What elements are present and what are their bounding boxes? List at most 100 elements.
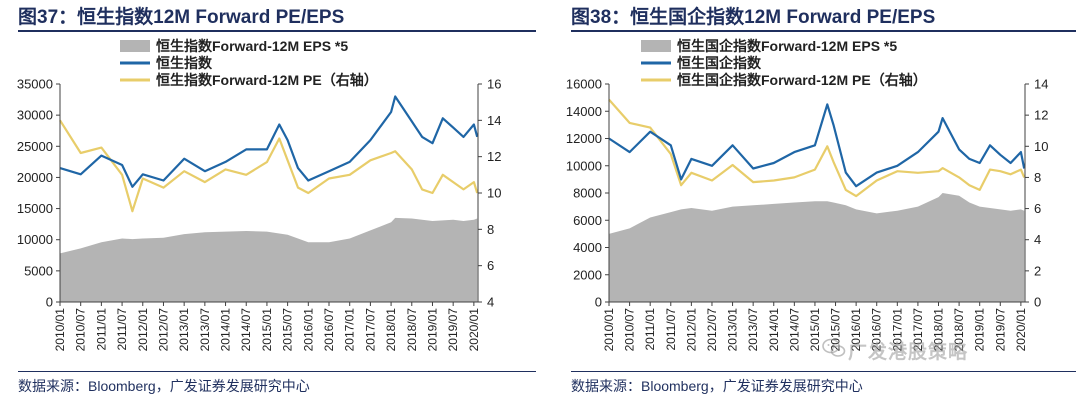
legend-label: 恒生指数Forward-12M EPS *5 xyxy=(156,38,348,54)
x-tick-label: 2015/07 xyxy=(829,308,843,352)
y-right-tick-label: 12 xyxy=(1034,108,1048,123)
series-pe-line xyxy=(59,119,479,213)
x-tick-label: 2011/07 xyxy=(115,308,129,351)
y-right-tick-label: 10 xyxy=(487,186,501,201)
x-tick-label: 2015/07 xyxy=(281,308,295,352)
series-eps-area xyxy=(609,193,1025,302)
legend-label: 恒生国企指数 xyxy=(677,55,762,71)
y-left-tick-label: 0 xyxy=(595,295,602,310)
y-right-tick-label: 10 xyxy=(1034,139,1048,154)
x-tick-label: 2020/01 xyxy=(1014,308,1028,352)
source-divider xyxy=(18,371,536,372)
x-tick-label: 2019/01 xyxy=(425,308,439,352)
y-left-tick-label: 14000 xyxy=(566,104,602,119)
y-right-tick-label: 4 xyxy=(487,295,494,310)
x-tick-label: 2010/07 xyxy=(74,308,88,352)
legend-entry: 恒生国企指数 xyxy=(641,55,762,71)
x-tick-label: 2011/01 xyxy=(643,308,657,351)
x-tick-label: 2014/07 xyxy=(787,308,801,352)
y-left-tick-label: 15000 xyxy=(17,201,53,216)
x-tick-label: 2013/07 xyxy=(746,308,760,352)
x-tick-label: 2017/07 xyxy=(911,308,925,352)
legend-label: 恒生指数 xyxy=(156,55,213,71)
legend-label: 恒生国企指数Forward-12M EPS *5 xyxy=(677,38,897,54)
y-right-tick-label: 14 xyxy=(1034,77,1048,92)
y-left-tick-label: 35000 xyxy=(17,77,53,92)
y-right-tick-label: 12 xyxy=(487,149,501,164)
source-note: 数据来源：Bloomberg，广发证券发展研究中心 xyxy=(18,378,310,394)
y-right-tick-label: 14 xyxy=(487,113,501,128)
x-tick-label: 2017/01 xyxy=(343,308,357,352)
x-tick-label: 2012/07 xyxy=(156,308,170,352)
x-tick-label: 2014/01 xyxy=(219,308,233,352)
y-right-tick-label: 8 xyxy=(487,222,494,237)
x-tick-label: 2016/01 xyxy=(849,308,863,352)
x-tick-label: 2018/07 xyxy=(405,308,419,352)
x-tick-label: 2018/01 xyxy=(384,308,398,352)
chart-title: 图38：恒生国企指数12M Forward PE/EPS xyxy=(571,7,936,28)
y-left-tick-label: 20000 xyxy=(17,170,53,185)
x-tick-label: 2011/01 xyxy=(94,308,108,351)
x-tick-label: 2011/07 xyxy=(664,308,678,351)
legend-swatch xyxy=(641,40,671,52)
x-tick-label: 2019/07 xyxy=(993,308,1007,352)
y-right-tick-label: 6 xyxy=(1034,201,1041,216)
x-tick-label: 2019/07 xyxy=(446,308,460,352)
source-divider xyxy=(571,371,1076,372)
x-tick-label: 2012/01 xyxy=(136,308,150,352)
y-left-tick-label: 30000 xyxy=(17,108,53,123)
wechat-icon xyxy=(822,338,846,357)
y-left-tick-label: 2000 xyxy=(573,267,602,282)
legend-entry: 恒生国企指数Forward-12M EPS *5 xyxy=(641,38,897,54)
y-left-tick-label: 16000 xyxy=(566,77,602,92)
y-left-tick-label: 0 xyxy=(46,295,53,310)
y-left-tick-label: 25000 xyxy=(17,139,53,154)
y-left-tick-label: 5000 xyxy=(24,263,53,278)
x-tick-label: 2017/07 xyxy=(363,308,377,352)
chart-hsi-pe-eps: 恒生指数Forward-12M EPS *5恒生指数恒生指数Forward-12… xyxy=(17,38,502,352)
x-tick-label: 2018/07 xyxy=(952,308,966,352)
x-tick-label: 2014/07 xyxy=(239,308,253,352)
source-note: 数据来源：Bloomberg，广发证券发展研究中心 xyxy=(571,378,863,394)
x-tick-label: 2018/01 xyxy=(932,308,946,352)
legend-entry: 恒生指数Forward-12M PE（右轴） xyxy=(120,72,378,88)
series-eps-area xyxy=(60,217,478,302)
legend-label: 恒生指数Forward-12M PE（右轴） xyxy=(156,72,378,88)
x-tick-label: 2013/01 xyxy=(177,308,191,352)
title-divider xyxy=(571,30,1076,32)
legend-swatch xyxy=(120,40,150,52)
x-tick-label: 2020/01 xyxy=(467,308,481,352)
watermark: 广发港股策略 xyxy=(848,342,969,363)
y-right-tick-label: 6 xyxy=(487,258,494,273)
chart-panel-left: 图37：恒生指数12M Forward PE/EPS 恒生指数Forward-1… xyxy=(17,7,536,394)
y-left-tick-label: 10000 xyxy=(17,232,53,247)
chart-title: 图37：恒生指数12M Forward PE/EPS xyxy=(18,7,345,28)
x-tick-label: 2015/01 xyxy=(260,308,274,352)
x-tick-label: 2019/01 xyxy=(973,308,987,352)
x-tick-label: 2014/01 xyxy=(767,308,781,352)
chart-panel-right: 图38：恒生国企指数12M Forward PE/EPS 恒生国企指数Forwa… xyxy=(553,0,1080,403)
y-left-tick-label: 6000 xyxy=(573,213,602,228)
legend-entry: 恒生指数Forward-12M EPS *5 xyxy=(120,38,348,54)
x-tick-label: 2016/01 xyxy=(301,308,315,352)
y-left-tick-label: 8000 xyxy=(573,186,602,201)
x-tick-label: 2016/07 xyxy=(322,308,336,352)
series-index-line xyxy=(608,103,1026,188)
series-index-line xyxy=(59,95,479,188)
y-left-tick-label: 12000 xyxy=(566,131,602,146)
y-right-tick-label: 4 xyxy=(1034,232,1041,247)
x-tick-label: 2013/01 xyxy=(726,308,740,352)
chart-hscei-pe-eps: 恒生国企指数Forward-12M EPS *5恒生国企指数恒生国企指数Forw… xyxy=(566,38,1049,352)
y-right-tick-label: 16 xyxy=(487,77,501,92)
y-left-tick-label: 4000 xyxy=(573,240,602,255)
x-tick-label: 2013/07 xyxy=(198,308,212,352)
x-tick-label: 2010/07 xyxy=(623,308,637,352)
y-right-tick-label: 2 xyxy=(1034,263,1041,278)
title-divider xyxy=(18,30,536,32)
legend-label: 恒生国企指数Forward-12M PE（右轴） xyxy=(677,72,927,88)
x-tick-label: 2015/01 xyxy=(808,308,822,352)
x-tick-label: 2012/01 xyxy=(684,308,698,352)
x-tick-label: 2012/07 xyxy=(705,308,719,352)
x-tick-label: 2010/01 xyxy=(53,308,67,352)
y-right-tick-label: 0 xyxy=(1034,295,1041,310)
